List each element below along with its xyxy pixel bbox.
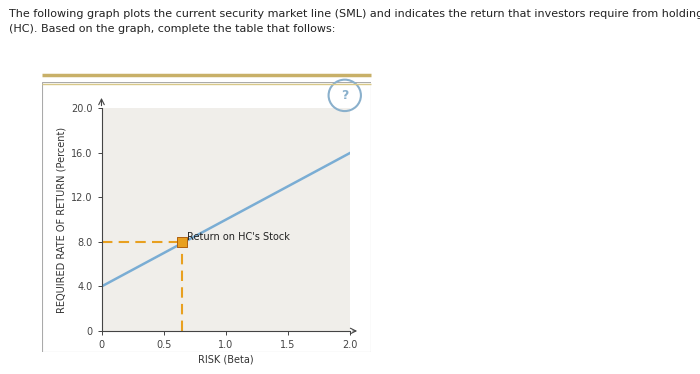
Text: Return on HC's Stock: Return on HC's Stock <box>187 232 290 242</box>
Point <box>176 239 188 245</box>
Text: (HC). Based on the graph, complete the table that follows:: (HC). Based on the graph, complete the t… <box>9 24 335 34</box>
X-axis label: RISK (Beta): RISK (Beta) <box>198 354 253 364</box>
Text: The following graph plots the current security market line (SML) and indicates t: The following graph plots the current se… <box>9 9 700 19</box>
Y-axis label: REQUIRED RATE OF RETURN (Percent): REQUIRED RATE OF RETURN (Percent) <box>57 127 66 313</box>
Text: ?: ? <box>341 89 349 102</box>
